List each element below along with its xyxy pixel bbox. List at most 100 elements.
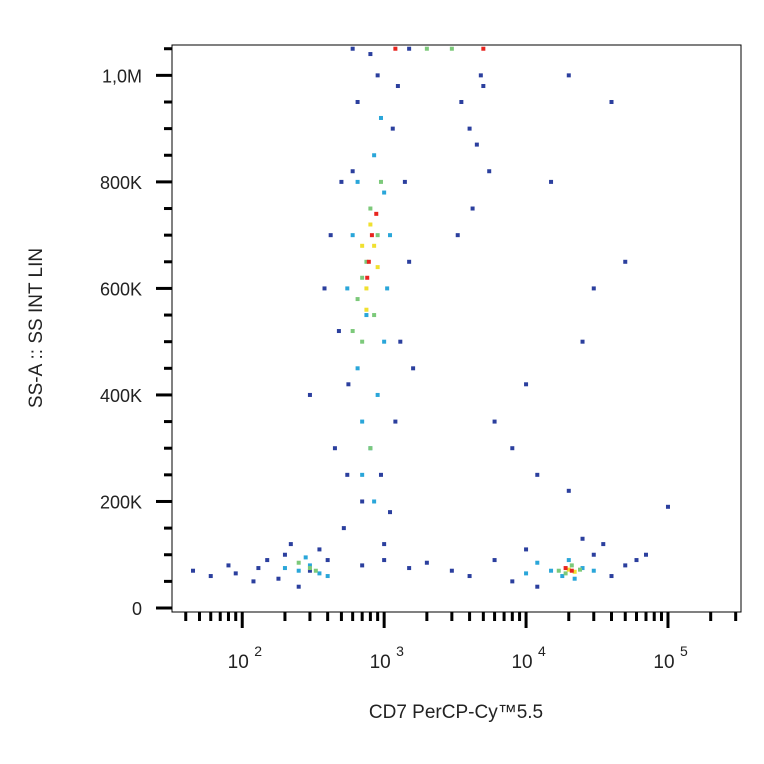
point	[233, 571, 238, 576]
point	[609, 574, 614, 579]
point	[535, 584, 540, 589]
x-tick-label: 10	[511, 652, 532, 673]
point	[296, 560, 301, 565]
point	[378, 115, 383, 120]
point	[372, 243, 377, 248]
point	[601, 542, 606, 547]
point	[303, 555, 308, 560]
point	[549, 179, 554, 184]
point	[591, 552, 596, 557]
point	[350, 233, 355, 238]
point	[372, 499, 377, 504]
point	[360, 472, 365, 477]
point	[580, 566, 585, 571]
point	[191, 568, 196, 573]
point	[265, 558, 270, 563]
point	[378, 179, 383, 184]
point	[395, 84, 400, 89]
point	[375, 265, 380, 270]
point	[388, 233, 393, 238]
point	[407, 46, 412, 51]
point	[492, 558, 497, 563]
point	[375, 392, 380, 397]
point	[325, 574, 330, 579]
point	[355, 99, 360, 104]
point	[382, 339, 387, 344]
x-tick-label: 10	[228, 652, 249, 673]
point	[382, 542, 387, 547]
point	[580, 339, 585, 344]
point	[346, 382, 351, 387]
point	[563, 571, 568, 576]
point	[382, 190, 387, 195]
point	[296, 584, 301, 589]
x-tick-label: 10	[653, 652, 674, 673]
point	[350, 169, 355, 174]
point	[355, 366, 360, 371]
point	[407, 566, 412, 571]
point	[345, 286, 350, 291]
point	[226, 563, 231, 568]
x-tick-exponent: 4	[538, 643, 546, 659]
point	[510, 446, 515, 451]
point	[580, 536, 585, 541]
point	[390, 126, 395, 131]
point	[364, 307, 369, 312]
point	[360, 339, 365, 344]
point	[449, 568, 454, 573]
point	[643, 552, 648, 557]
point	[398, 339, 403, 344]
point	[208, 574, 213, 579]
point	[634, 558, 639, 563]
point	[623, 259, 628, 264]
point	[478, 73, 483, 78]
point	[288, 542, 293, 547]
point	[282, 566, 287, 571]
point	[572, 576, 577, 581]
point	[369, 233, 374, 238]
point	[372, 153, 377, 158]
point	[467, 574, 472, 579]
point	[424, 46, 429, 51]
point	[556, 568, 561, 573]
point	[470, 206, 475, 211]
point	[382, 558, 387, 563]
point	[481, 46, 486, 51]
point	[566, 488, 571, 493]
point	[251, 579, 256, 584]
point	[368, 222, 373, 227]
x-tick-exponent: 2	[254, 643, 262, 659]
point	[393, 419, 398, 424]
point	[665, 504, 670, 509]
point	[455, 233, 460, 238]
y-tick-label: 800K	[100, 173, 142, 193]
point	[524, 382, 529, 387]
point	[355, 179, 360, 184]
point	[366, 259, 371, 264]
point	[372, 313, 377, 318]
point	[355, 297, 360, 302]
point	[296, 568, 301, 573]
point	[332, 446, 337, 451]
point	[467, 126, 472, 131]
y-tick-label: 1,0M	[102, 66, 142, 86]
point	[345, 472, 350, 477]
point	[317, 547, 322, 552]
y-tick-label: 400K	[100, 386, 142, 406]
point	[339, 179, 344, 184]
point	[350, 329, 355, 334]
point	[623, 563, 628, 568]
point	[360, 563, 365, 568]
point	[374, 211, 379, 216]
point	[368, 52, 373, 57]
point	[524, 547, 529, 552]
point	[350, 46, 355, 51]
point	[566, 567, 571, 572]
point	[459, 99, 464, 104]
point	[591, 286, 596, 291]
point	[317, 571, 322, 576]
point	[313, 568, 318, 573]
point	[535, 560, 540, 565]
